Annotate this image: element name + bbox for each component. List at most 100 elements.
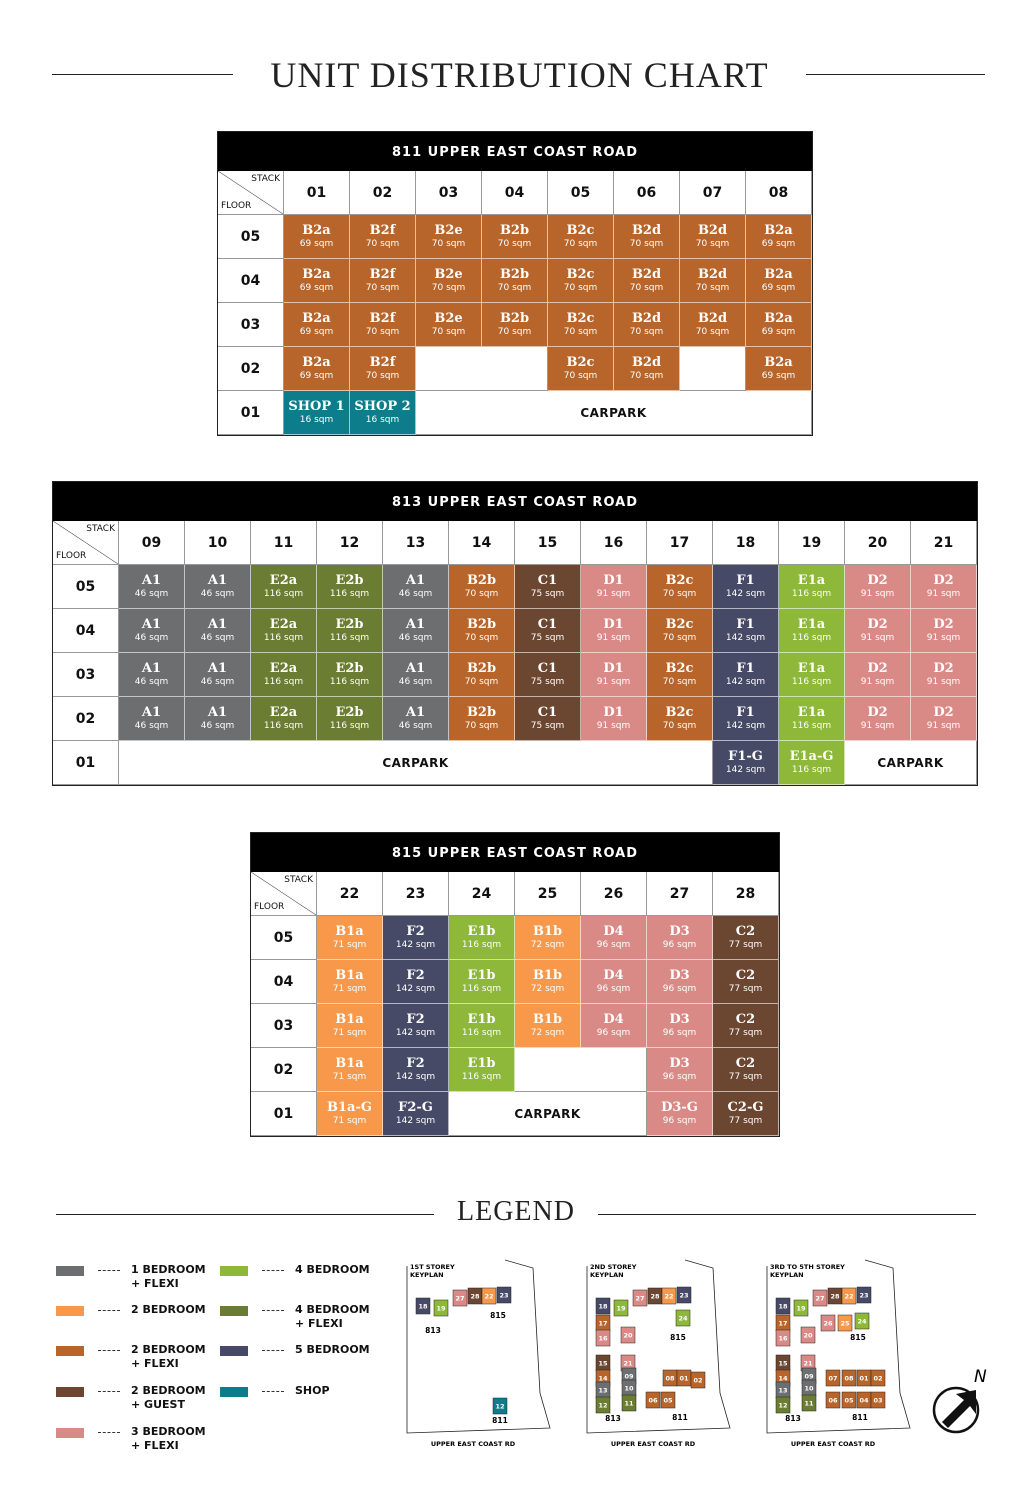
unit-area: 77 sqm <box>728 940 763 950</box>
stack-number: 10 <box>207 534 228 551</box>
unit-cell: A1 46 sqm <box>119 653 185 697</box>
unit-area: 70 sqm <box>662 633 697 643</box>
unit-cell: B1b 72 sqm <box>515 1004 581 1048</box>
unit-block <box>870 1369 886 1387</box>
unit-area: 91 sqm <box>596 589 631 599</box>
title-rule <box>806 74 985 75</box>
unit-cell: B2e 70 sqm <box>416 259 482 303</box>
unit-type: A1 <box>207 661 228 676</box>
empty-cell <box>515 1048 647 1092</box>
unit-number: 27 <box>635 1295 644 1303</box>
stack-number: 07 <box>702 184 723 201</box>
unit-area: 70 sqm <box>563 283 598 293</box>
stack-header: 03 <box>416 171 482 215</box>
unit-type: C2-G <box>727 1100 764 1115</box>
unit-type: B2a <box>302 311 331 326</box>
unit-number: 14 <box>598 1375 608 1383</box>
unit-type: B2f <box>369 355 396 370</box>
unit-area: 116 sqm <box>263 633 304 643</box>
unit-area: 70 sqm <box>365 371 400 381</box>
unit-type: D1 <box>603 617 624 632</box>
legend-dash <box>98 1432 120 1433</box>
unit-number: 20 <box>803 1332 813 1340</box>
unit-block <box>825 1391 841 1409</box>
unit-area: 96 sqm <box>662 1116 697 1126</box>
stack-header: 22 <box>317 872 383 916</box>
unit-cell: E2b 116 sqm <box>317 653 383 697</box>
unit-cell: B1a 71 sqm <box>317 916 383 960</box>
unit-number: 15 <box>778 1360 788 1368</box>
floor-header: 02 <box>218 347 284 391</box>
carpark-cell: CARPARK <box>416 391 812 435</box>
building-label: 815 <box>850 1333 866 1342</box>
unit-type: C1 <box>537 705 558 720</box>
floor-number: 03 <box>75 666 96 683</box>
unit-cell: D2 91 sqm <box>845 609 911 653</box>
unit-type: A1 <box>405 661 426 676</box>
stack-header: 24 <box>449 872 515 916</box>
stack-header: 05 <box>548 171 614 215</box>
unit-area: 91 sqm <box>596 721 631 731</box>
stack-number: 24 <box>471 885 492 902</box>
legend-line: + FLEXI <box>295 1317 343 1330</box>
unit-type: E2a <box>269 573 298 588</box>
unit-area: 70 sqm <box>629 327 664 337</box>
unit-cell: F2 142 sqm <box>383 1048 449 1092</box>
unit-number: 22 <box>844 1293 853 1301</box>
unit-type: B2c <box>566 355 595 370</box>
keyplan-title: KEYPLAN <box>770 1271 804 1279</box>
unit-block <box>801 1394 817 1412</box>
unit-area: 91 sqm <box>860 677 895 687</box>
unit-cell: D1 91 sqm <box>581 697 647 741</box>
unit-number: 24 <box>857 1318 867 1326</box>
keyplan-title: KEYPLAN <box>590 1271 624 1279</box>
legend-line: 4 BEDROOM <box>295 1303 370 1316</box>
unit-block <box>492 1397 508 1415</box>
unit-type: C1 <box>537 661 558 676</box>
unit-cell: A1 46 sqm <box>185 609 251 653</box>
legend-label: 2 BEDROOM <box>131 1303 206 1317</box>
unit-cell: A1 46 sqm <box>119 609 185 653</box>
unit-type: D3 <box>669 1012 690 1027</box>
unit-cell: E1b 116 sqm <box>449 916 515 960</box>
building-label: 815 <box>490 1311 506 1320</box>
unit-cell: B1a 71 sqm <box>317 960 383 1004</box>
legend-swatch <box>56 1346 84 1356</box>
unit-area: 71 sqm <box>332 984 367 994</box>
unit-number: 10 <box>624 1385 634 1393</box>
unit-area: 16 sqm <box>365 415 400 425</box>
unit-type: D3-G <box>661 1100 698 1115</box>
unit-cell: C1 75 sqm <box>515 653 581 697</box>
unit-cell: D2 91 sqm <box>845 565 911 609</box>
unit-type: B2c <box>665 705 694 720</box>
unit-type: B1b <box>532 968 563 983</box>
unit-type: D2 <box>933 617 954 632</box>
unit-type: B2c <box>665 661 694 676</box>
unit-number: 23 <box>859 1292 868 1300</box>
floor-number: 04 <box>240 272 261 289</box>
unit-number: 28 <box>830 1293 840 1301</box>
floor-header: 05 <box>53 565 119 609</box>
unit-number: 22 <box>484 1293 493 1301</box>
unit-area: 70 sqm <box>662 589 697 599</box>
road-label: UPPER EAST COAST RD <box>611 1440 696 1448</box>
unit-type: D1 <box>603 705 624 720</box>
unit-block <box>481 1287 497 1305</box>
unit-cell: B2b 70 sqm <box>449 653 515 697</box>
unit-number: 14 <box>778 1375 788 1383</box>
unit-cell: C1 75 sqm <box>515 565 581 609</box>
unit-block <box>812 1289 828 1307</box>
building-label: 813 <box>425 1326 441 1335</box>
unit-block <box>825 1369 841 1387</box>
unit-area: 96 sqm <box>662 984 697 994</box>
unit-number: 19 <box>436 1305 446 1313</box>
carpark-label: CARPARK <box>877 755 944 770</box>
unit-cell: C1 75 sqm <box>515 697 581 741</box>
unit-block <box>856 1286 872 1304</box>
legend-dash <box>262 1391 284 1392</box>
page-title: UNIT DISTRIBUTION CHART <box>270 55 769 95</box>
stack-label: STACK <box>284 875 313 885</box>
unit-block <box>452 1289 468 1307</box>
